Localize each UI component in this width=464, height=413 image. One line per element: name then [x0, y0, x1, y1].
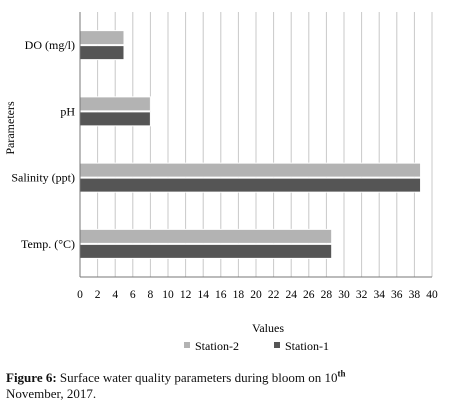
bar-Station-1-3 [79, 243, 333, 259]
figure-caption: Figure 6: Surface water quality paramete… [6, 368, 458, 402]
y-tick-labels: DO (mg/l) pH Salinity (ppt) Temp. (°C) [11, 38, 75, 251]
bar-Station-2-1 [79, 96, 151, 112]
x-tick-label-20: 20 [250, 289, 262, 301]
x-tick-label-10: 10 [162, 289, 174, 301]
legend-swatch-1 [274, 342, 280, 348]
bar-Station-1-2 [79, 177, 422, 193]
bar-Station-2-3 [79, 228, 333, 244]
x-tick-label-32: 32 [356, 289, 368, 301]
bar-Station-2-2 [79, 162, 422, 178]
x-tick-labels: 0 2 4 6 8 10 12 14 16 18 20 22 24 26 28 30 32 34 36 38 40 [77, 289, 438, 301]
bar-Station-2-0 [79, 30, 125, 46]
x-tick-label-40: 40 [426, 289, 438, 301]
y-axis-title: Parameters [3, 101, 17, 155]
bars [79, 30, 422, 259]
x-tick-label-28: 28 [321, 289, 333, 301]
caption-line2: November, 2017. [6, 386, 97, 401]
x-tick-label-4: 4 [112, 289, 118, 301]
y-tick-label-0: DO (mg/l) [25, 38, 75, 52]
x-tick-label-34: 34 [373, 289, 385, 301]
legend-label-1: Station-1 [285, 339, 329, 353]
y-tick-label-2: Salinity (ppt) [11, 171, 75, 185]
legend-swatch-0 [184, 342, 190, 348]
bar-Station-1-1 [79, 111, 151, 127]
x-axis-title: Values [252, 321, 284, 335]
x-tick-label-2: 2 [95, 289, 101, 301]
x-tick-label-6: 6 [130, 289, 136, 301]
axes [79, 12, 432, 278]
x-tick-label-12: 12 [180, 289, 192, 301]
bar-Station-1-0 [79, 45, 125, 61]
x-tick-label-26: 26 [303, 289, 315, 301]
x-tick-label-22: 22 [268, 289, 280, 301]
x-tick-label-18: 18 [233, 289, 245, 301]
y-tick-label-3: Temp. (°C) [21, 237, 75, 251]
x-tick-label-0: 0 [77, 289, 83, 301]
caption-superscript: th [337, 368, 346, 379]
x-tick-label-24: 24 [285, 289, 297, 301]
y-tick-label-1: pH [60, 104, 75, 118]
x-tick-label-8: 8 [148, 289, 154, 301]
x-tick-label-30: 30 [338, 289, 350, 301]
figure-label: Figure 6: [6, 370, 57, 385]
legend: Station-2 Station-1 [184, 339, 329, 353]
x-tick-label-36: 36 [391, 289, 403, 301]
x-tick-label-14: 14 [197, 289, 209, 301]
legend-label-0: Station-2 [195, 339, 239, 353]
x-tick-label-38: 38 [409, 289, 421, 301]
caption-text: Surface water quality parameters during … [59, 370, 338, 385]
x-tick-label-16: 16 [215, 289, 227, 301]
